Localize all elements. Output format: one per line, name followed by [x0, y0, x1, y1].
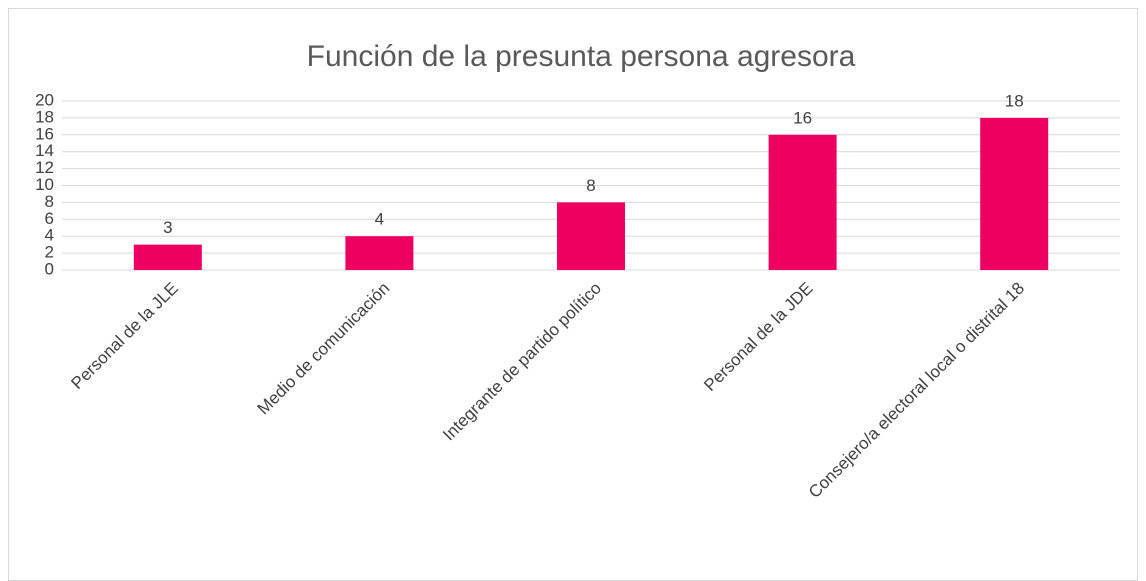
- y-tick-label: 10: [35, 175, 54, 194]
- y-tick-label: 14: [35, 141, 54, 160]
- data-label: 3: [163, 218, 172, 237]
- chart-frame: [8, 8, 1138, 581]
- data-label: 4: [375, 210, 384, 229]
- y-tick-label: 8: [45, 192, 54, 211]
- y-tick-label: 4: [45, 226, 54, 245]
- bar: [133, 244, 202, 270]
- y-tick-label: 6: [45, 209, 54, 228]
- y-tick-label: 20: [35, 90, 54, 109]
- y-tick-label: 0: [45, 259, 54, 278]
- y-tick-label: 2: [45, 243, 54, 262]
- data-label: 18: [1005, 91, 1024, 110]
- y-tick-label: 12: [35, 158, 54, 177]
- chart-title: Función de la presunta persona agresora: [307, 40, 856, 73]
- bar: [768, 134, 837, 270]
- data-label: 16: [793, 108, 812, 127]
- data-label: 8: [586, 176, 595, 195]
- y-tick-label: 16: [35, 124, 54, 143]
- bar: [980, 117, 1049, 271]
- bar: [345, 236, 414, 270]
- bar: [557, 202, 625, 270]
- y-tick-label: 18: [35, 107, 54, 126]
